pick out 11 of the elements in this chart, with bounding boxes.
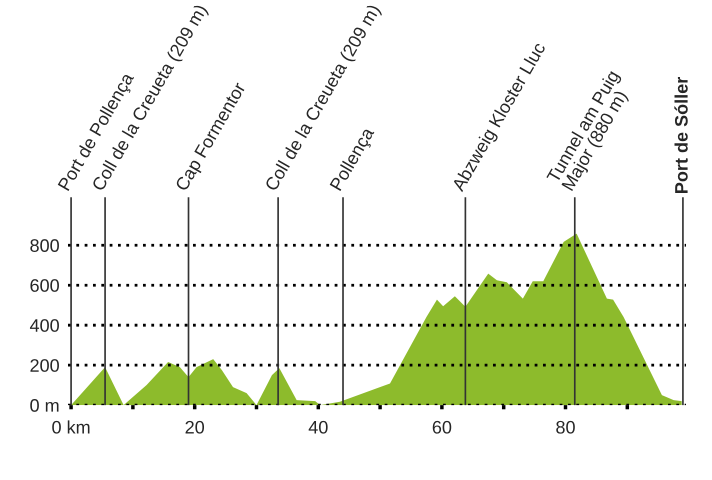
x-tick-label: 0 km xyxy=(52,420,90,434)
ref-line-label: Port de Sóller xyxy=(674,77,688,193)
x-tick-label: 60 xyxy=(432,420,452,434)
y-tick-label: 600 xyxy=(30,279,59,292)
y-tick-label: 800 xyxy=(30,239,59,252)
x-tick-label: 20 xyxy=(186,420,204,434)
y-tick-label: 0 m xyxy=(30,399,58,412)
x-tick-label: 40 xyxy=(308,420,328,434)
y-tick-label: 200 xyxy=(30,359,59,372)
x-tick-label: 80 xyxy=(556,420,575,434)
y-tick-label: 400 xyxy=(30,319,59,332)
